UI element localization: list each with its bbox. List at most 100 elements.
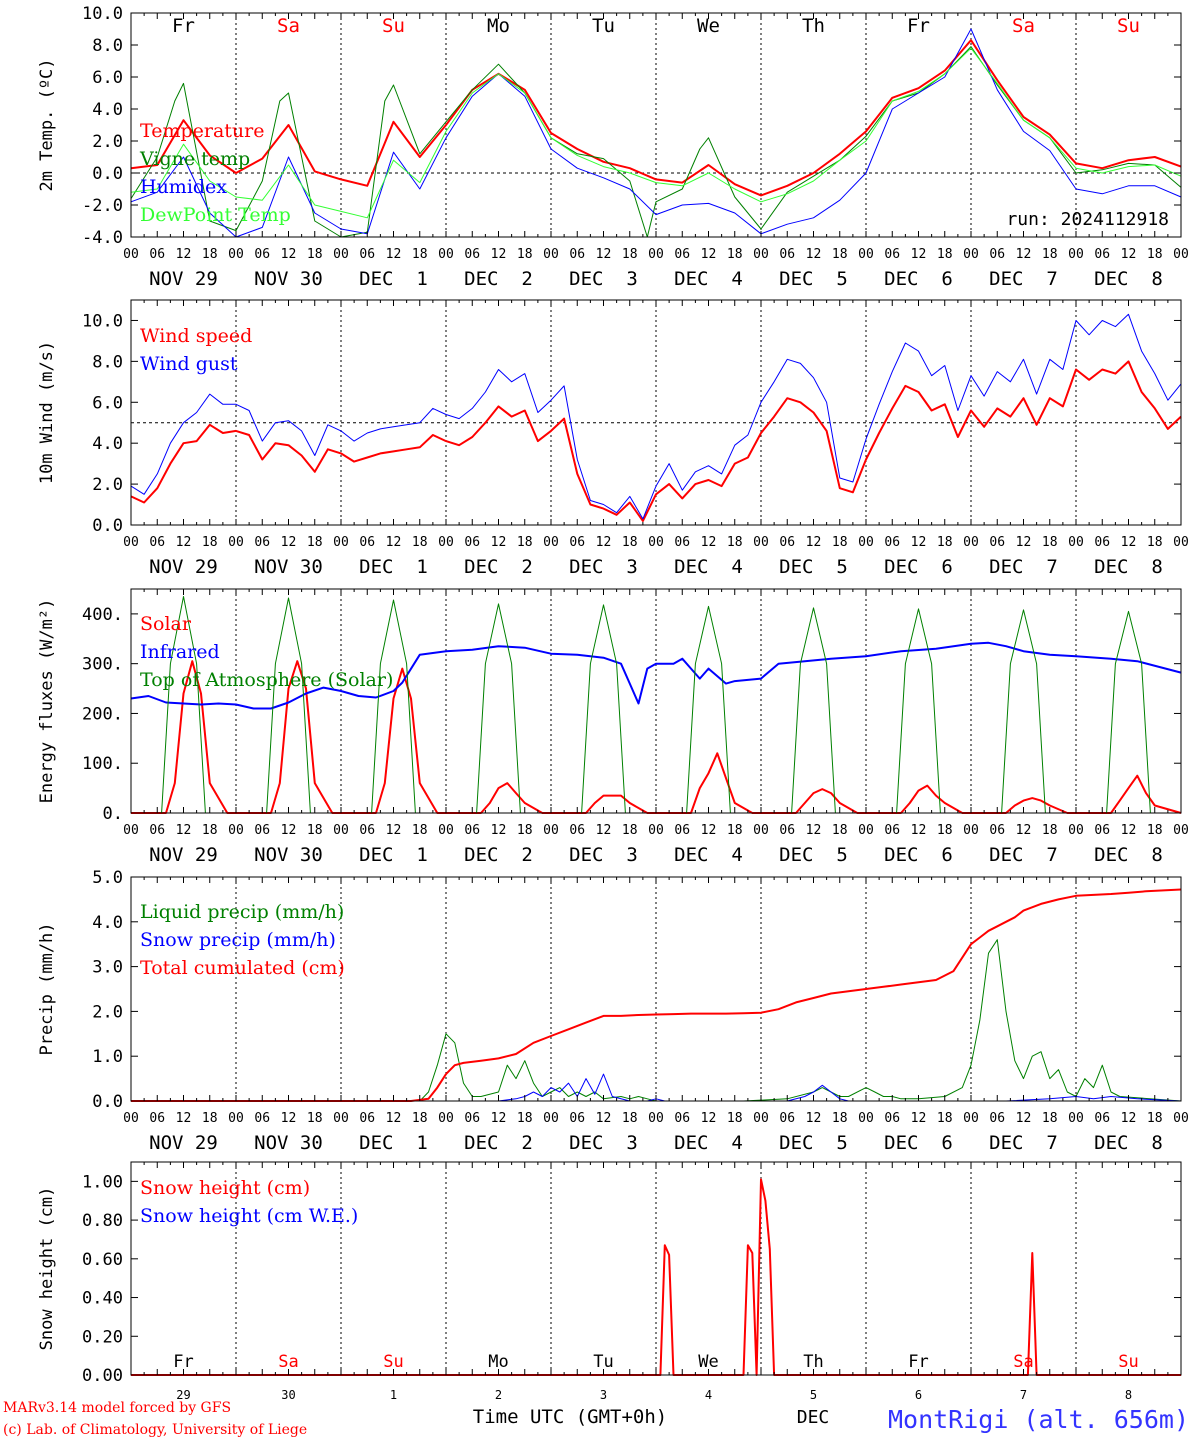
hour-tick-label: 00 — [753, 247, 769, 262]
y-tick-label: 6.0 — [92, 68, 123, 88]
hour-tick-label: 06 — [989, 823, 1005, 838]
hour-tick-label: 18 — [622, 823, 638, 838]
weekday-label: We — [697, 15, 720, 37]
hour-tick-label: 18 — [307, 1111, 323, 1126]
hour-tick-label: 00 — [543, 247, 559, 262]
hour-tick-label: 18 — [517, 1111, 533, 1126]
date-label: DEC 2 — [464, 844, 533, 866]
date-label: DEC 6 — [884, 268, 953, 290]
hour-tick-label: 00 — [123, 823, 139, 838]
weekday-label: Tu — [593, 1352, 613, 1372]
day-number-label: 1 — [390, 1388, 397, 1402]
weekday-label: Su — [1117, 15, 1140, 37]
y-tick-label: -4.0 — [82, 228, 123, 248]
date-label: DEC 4 — [674, 268, 743, 290]
hour-tick-label: 00 — [543, 1111, 559, 1126]
hour-tick-label: 18 — [937, 247, 953, 262]
date-label: DEC 3 — [569, 268, 638, 290]
hour-tick-label: 18 — [412, 823, 428, 838]
hour-tick-label: 06 — [254, 247, 270, 262]
hour-tick-label: 12 — [596, 1111, 612, 1126]
day-number-label: 3 — [600, 1388, 607, 1402]
hour-tick-label: 00 — [648, 823, 664, 838]
hour-tick-label: 06 — [464, 247, 480, 262]
hour-tick-label: 12 — [701, 1111, 717, 1126]
series-line-4-3 — [131, 888, 1182, 1102]
hour-tick-label: 18 — [832, 823, 848, 838]
hour-tick-label: 12 — [1121, 823, 1137, 838]
hour-tick-label: 00 — [1068, 823, 1084, 838]
hour-tick-label: 00 — [228, 1111, 244, 1126]
day-number-label: 29 — [176, 1388, 190, 1402]
hour-tick-label: 00 — [648, 1111, 664, 1126]
hour-tick-label: 00 — [123, 535, 139, 550]
hour-tick-label: 00 — [1173, 823, 1189, 838]
hour-tick-label: 00 — [963, 535, 979, 550]
series-line-3-2 — [130, 641, 1182, 710]
hour-tick-label: 00 — [438, 535, 454, 550]
series-line-4-1 — [131, 939, 1182, 1102]
y-tick-label: 4.0 — [92, 434, 123, 454]
weekday-label: Su — [383, 1352, 403, 1372]
hour-tick-label: 18 — [307, 535, 323, 550]
weekday-label: Mo — [488, 1352, 508, 1372]
hour-tick-label: 06 — [779, 1111, 795, 1126]
y-tick-label: 0.0 — [92, 516, 123, 536]
hour-tick-label: 18 — [412, 535, 428, 550]
date-label: DEC 1 — [359, 844, 428, 866]
hour-tick-label: 18 — [412, 1111, 428, 1126]
legend-entry: Liquid precip (mm/h) — [140, 901, 344, 923]
date-label: DEC 2 — [464, 556, 533, 578]
hour-tick-label: 00 — [438, 1111, 454, 1126]
y-tick-label: 8.0 — [92, 36, 123, 56]
hour-tick-label: 06 — [989, 247, 1005, 262]
hour-tick-label: 12 — [596, 823, 612, 838]
date-label: DEC 8 — [1094, 556, 1163, 578]
hour-tick-label: 12 — [701, 823, 717, 838]
hour-tick-label: 18 — [202, 823, 218, 838]
date-label: DEC 4 — [674, 556, 743, 578]
legend-entry: Wind gust — [140, 353, 238, 375]
hour-tick-label: 00 — [963, 247, 979, 262]
legend-entry: Top of Atmosphere (Solar) — [140, 669, 393, 691]
hour-tick-label: 18 — [832, 535, 848, 550]
day-number-label: 8 — [1125, 1388, 1132, 1402]
hour-tick-label: 12 — [806, 823, 822, 838]
run-annotation: run: 2024112918 — [1006, 209, 1169, 230]
hour-tick-label: 00 — [858, 823, 874, 838]
hour-tick-label: 18 — [937, 823, 953, 838]
hour-tick-label: 00 — [438, 247, 454, 262]
hour-tick-label: 18 — [1147, 247, 1163, 262]
y-axis-label: Snow height (cm) — [37, 1187, 57, 1351]
date-label: DEC 7 — [989, 844, 1058, 866]
hour-tick-label: 06 — [989, 1111, 1005, 1126]
hour-tick-label: 12 — [1121, 1111, 1137, 1126]
hour-tick-label: 06 — [1094, 1111, 1110, 1126]
hour-tick-label: 06 — [359, 823, 375, 838]
y-tick-label: 2.0 — [92, 475, 123, 495]
hour-tick-label: 00 — [333, 535, 349, 550]
hour-tick-label: 06 — [884, 1111, 900, 1126]
legend-entry: Infrared — [140, 641, 220, 663]
date-label: DEC 8 — [1094, 268, 1163, 290]
hour-tick-label: 00 — [753, 535, 769, 550]
hour-tick-label: 06 — [149, 1111, 165, 1126]
hour-tick-label: 18 — [1042, 247, 1058, 262]
y-tick-label: 400. — [82, 605, 123, 625]
hour-tick-label: 18 — [1042, 535, 1058, 550]
footer-month-label: DEC — [797, 1407, 830, 1428]
date-label: DEC 8 — [1094, 844, 1163, 866]
y-tick-label: 10.0 — [82, 4, 123, 24]
day-number-label: 30 — [281, 1388, 295, 1402]
y-tick-label: 0.20 — [82, 1327, 123, 1347]
station-title: MontRigi (alt. 656m) — [888, 1405, 1189, 1434]
hour-tick-label: 06 — [674, 1111, 690, 1126]
hour-tick-label: 18 — [727, 247, 743, 262]
hour-tick-label: 12 — [491, 247, 507, 262]
y-tick-label: 1.0 — [92, 1047, 123, 1067]
y-tick-label: 10.0 — [82, 311, 123, 331]
hour-tick-label: 00 — [228, 535, 244, 550]
hour-tick-label: 06 — [674, 823, 690, 838]
y-tick-label: 0.80 — [82, 1211, 123, 1231]
legend-entry: Total cumulated (cm) — [140, 957, 345, 979]
